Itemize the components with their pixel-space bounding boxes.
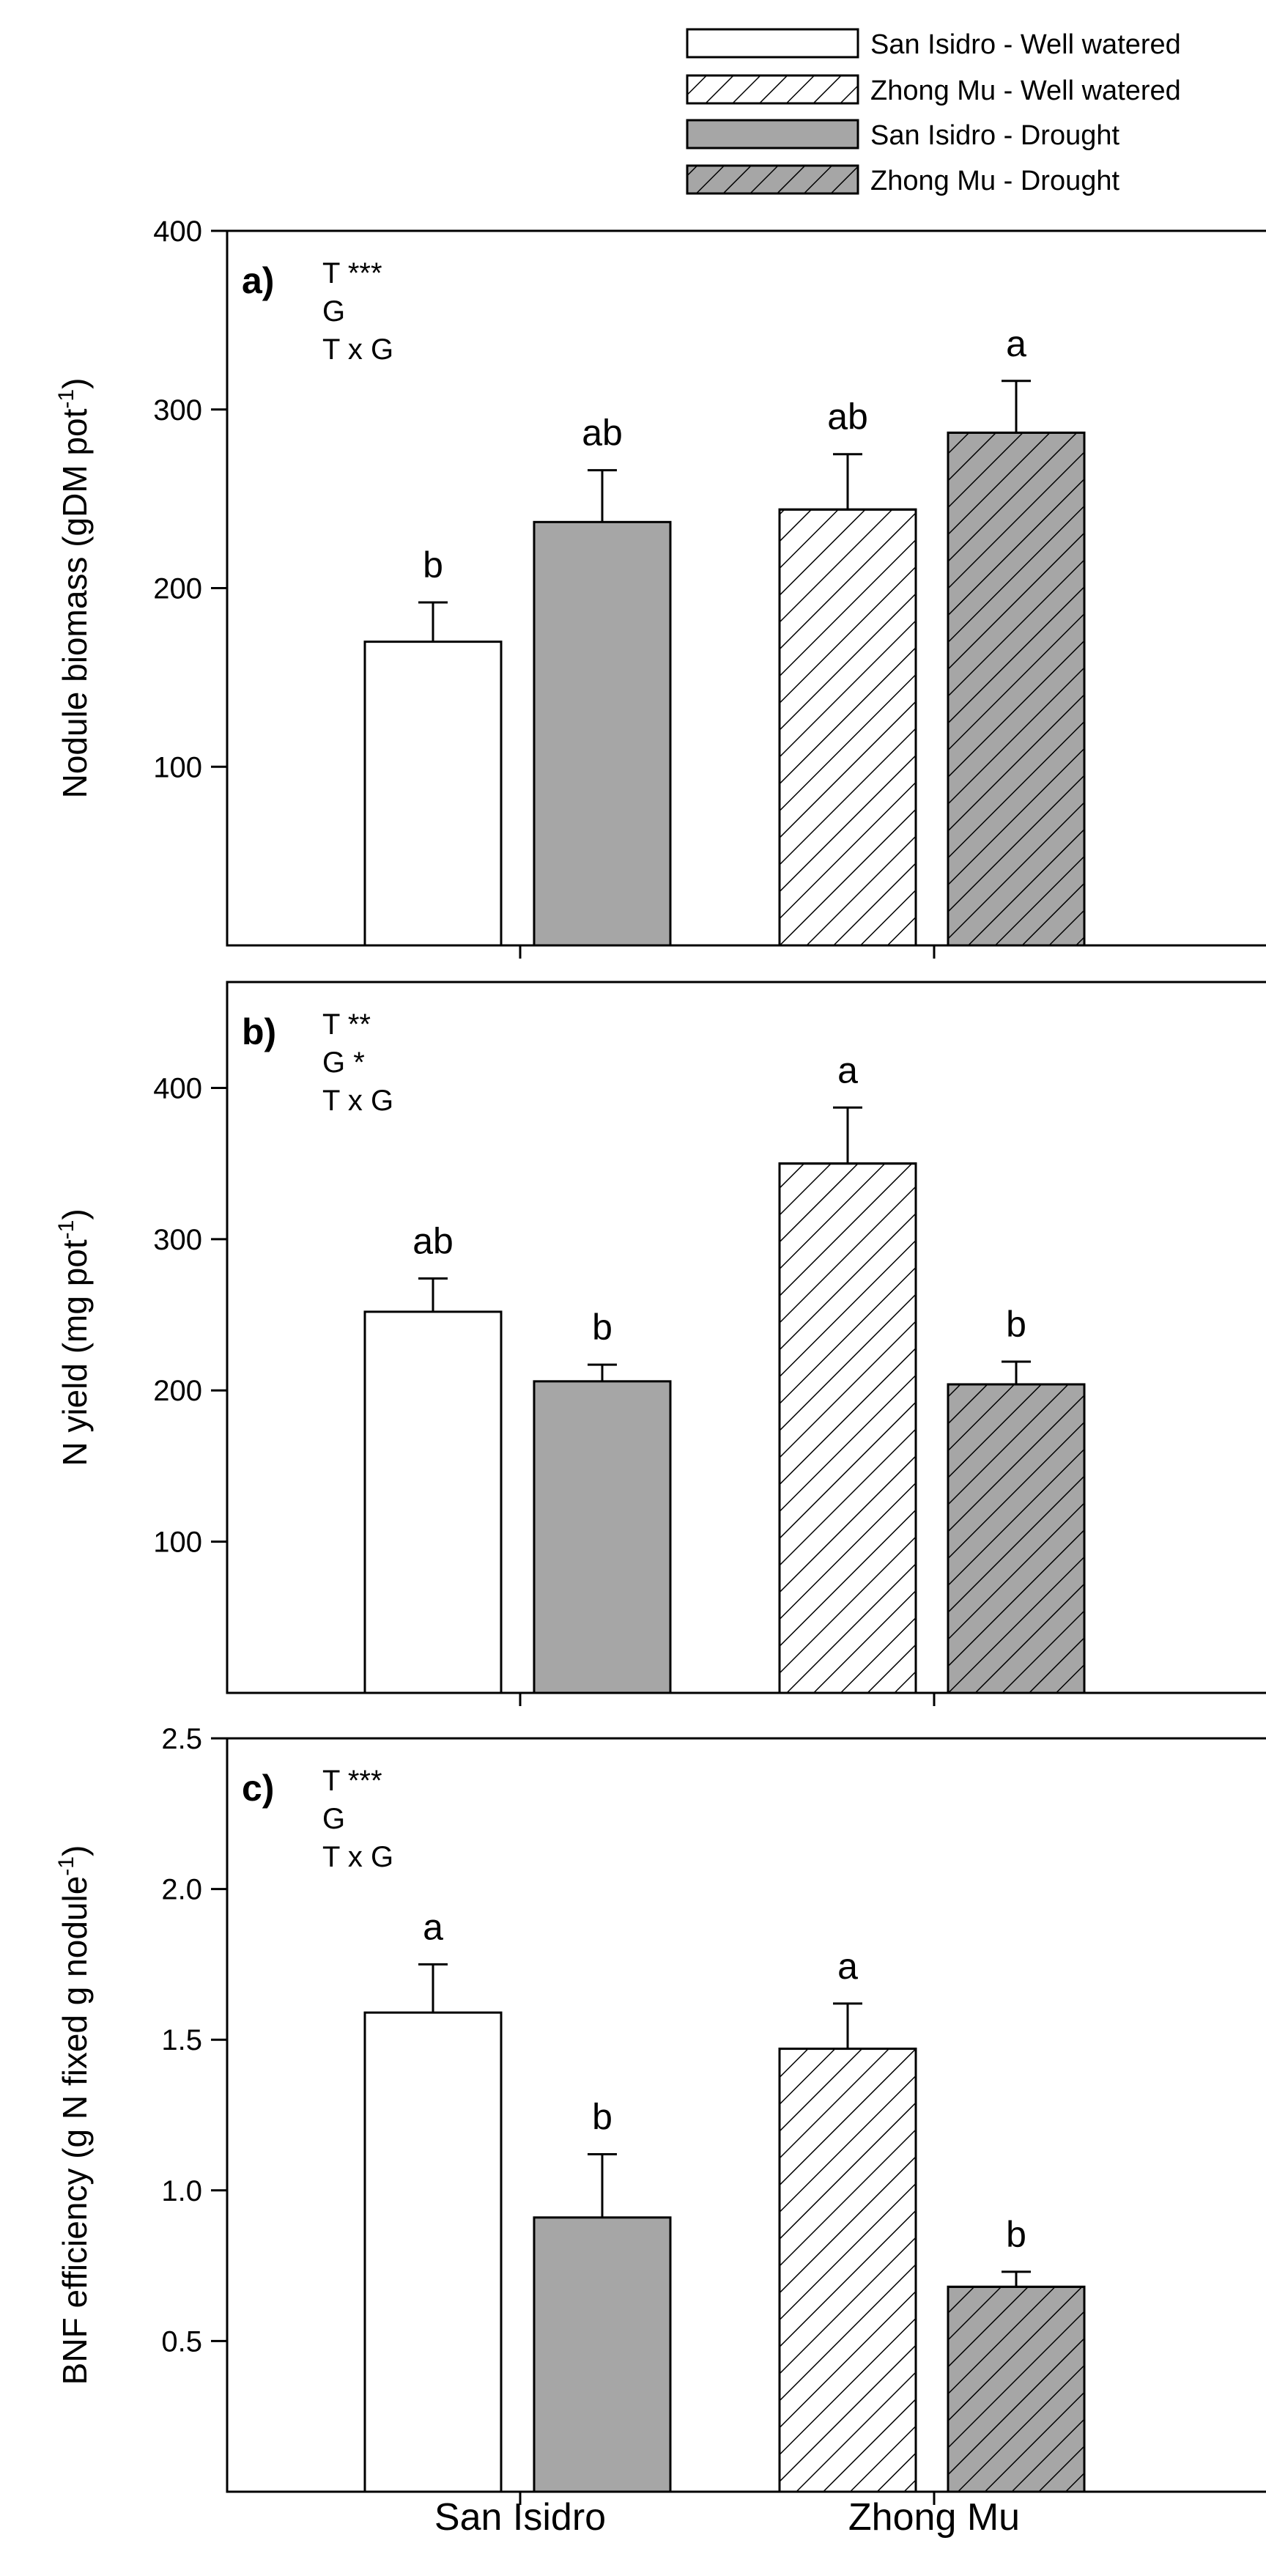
y-tick-label: 200 xyxy=(153,573,202,605)
stat-annotation: T *** xyxy=(322,1765,382,1797)
significance-letter: ab xyxy=(827,396,868,438)
plot-frame xyxy=(226,1737,1266,2493)
bar-hatch xyxy=(947,1383,1086,1694)
y-tick-label: 100 xyxy=(153,1527,202,1559)
bar xyxy=(363,641,503,947)
x-category-label-zhong-mu: Zhong Mu xyxy=(848,2496,1020,2539)
y-tick-label: 2.0 xyxy=(161,1874,202,1906)
bar xyxy=(533,520,672,947)
y-axis-label: Nodule biomass (gDM pot-1) xyxy=(54,378,94,799)
significance-letter: a xyxy=(1006,323,1026,364)
bar xyxy=(533,2216,672,2493)
plot-frame xyxy=(226,981,1266,1694)
stat-annotation: G xyxy=(322,295,345,328)
bar xyxy=(533,1380,672,1694)
y-tick-label: 400 xyxy=(153,1072,202,1104)
legend-label: Zhong Mu - Drought xyxy=(870,166,1119,196)
legend-swatch xyxy=(686,28,859,59)
significance-letter: b xyxy=(1006,2214,1026,2255)
y-tick-label: 100 xyxy=(153,751,202,783)
y-axis-label: N yield (mg pot-1) xyxy=(54,1208,94,1466)
stat-annotation: T ** xyxy=(322,1008,371,1041)
y-tick-label: 300 xyxy=(153,1224,202,1256)
bar-hatch xyxy=(947,2285,1086,2493)
stat-annotation: G * xyxy=(322,1047,365,1079)
bar xyxy=(363,2011,503,2493)
legend-swatch xyxy=(686,119,859,150)
significance-letter: a xyxy=(423,1906,443,1947)
significance-letter: b xyxy=(592,1307,612,1348)
legend-label: San Isidro - Drought xyxy=(870,120,1119,151)
significance-letter: ab xyxy=(412,1221,454,1262)
panel-tag: b) xyxy=(242,1011,276,1052)
y-tick-label: 300 xyxy=(153,394,202,427)
bar-hatch xyxy=(778,1162,917,1694)
bar xyxy=(363,1310,503,1694)
y-tick-label: 200 xyxy=(153,1375,202,1407)
x-category-label-san-isidro: San Isidro xyxy=(434,2496,606,2539)
significance-letter: b xyxy=(423,545,443,586)
panel-b: 100 200 300 400 N yield (mg pot-1) b) T ** G * T… xyxy=(54,981,1266,1706)
panel-tag: c) xyxy=(242,1768,274,1809)
bar-hatch xyxy=(947,431,1086,947)
significance-letter: a xyxy=(837,1946,858,1987)
stat-annotation: T x G xyxy=(322,333,393,366)
bar-hatch xyxy=(778,508,917,947)
y-axis-label: BNF efficiency (g N fixed g nodule-1) xyxy=(54,1845,94,2385)
stat-annotation: T x G xyxy=(322,1085,393,1117)
bar-hatch xyxy=(778,2048,917,2493)
legend-swatch-hatch xyxy=(686,164,859,195)
y-tick-label: 1.0 xyxy=(161,2175,202,2207)
legend-label: Zhong Mu - Well watered xyxy=(870,75,1181,106)
stat-annotation: T x G xyxy=(322,1841,393,1873)
y-tick-label: 0.5 xyxy=(161,2325,202,2358)
panel-c: 0.5 1.0 1.5 2.0 2.5 BNF efficiency (g N fixed… xyxy=(54,1723,1266,2505)
significance-letter: ab xyxy=(582,413,623,454)
panel-tag: a) xyxy=(242,260,274,301)
stat-annotation: G xyxy=(322,1803,345,1835)
y-tick-label: 2.5 xyxy=(161,1723,202,1755)
stat-annotation: T *** xyxy=(322,257,382,289)
panel-a: 100 200 300 400 Nodule biomass (gDM pot-1) a)… xyxy=(54,215,1266,959)
legend-label: San Isidro - Well watered xyxy=(870,29,1181,60)
y-tick-label: 1.5 xyxy=(161,2024,202,2056)
legend: San Isidro - Well watered Zhong Mu - Well… xyxy=(686,28,1181,196)
significance-letter: a xyxy=(837,1049,858,1090)
significance-letter: b xyxy=(592,2096,612,2137)
y-tick-label: 400 xyxy=(153,215,202,248)
significance-letter: b xyxy=(1006,1304,1026,1345)
legend-swatch-hatch xyxy=(686,74,859,105)
